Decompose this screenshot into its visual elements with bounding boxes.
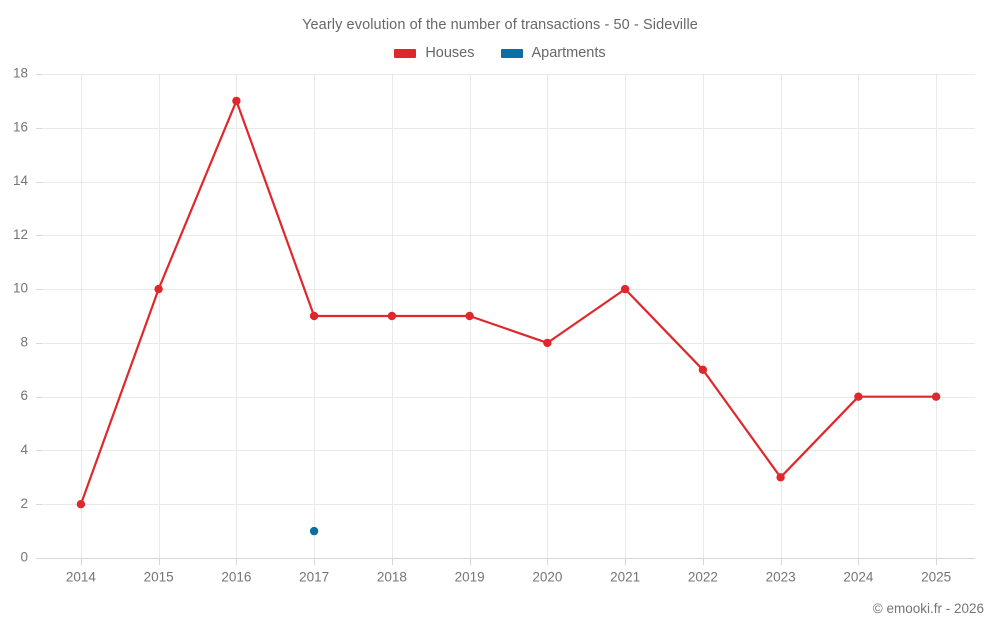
data-point-houses-2022[interactable] xyxy=(698,365,708,374)
series-lines xyxy=(79,99,938,506)
legend-label-apartments: Apartments xyxy=(531,45,606,61)
data-point-houses-2020[interactable] xyxy=(543,338,552,348)
data-point-houses-2023[interactable] xyxy=(776,473,785,482)
data-point-houses-2015[interactable] xyxy=(154,284,163,294)
y-axis-tick-label: 14 xyxy=(13,173,29,188)
legend-swatch-apartments xyxy=(500,48,523,58)
gridlines xyxy=(36,74,975,565)
x-axis-tick-label: 2019 xyxy=(455,570,485,585)
x-axis-tick-label: 2015 xyxy=(144,570,174,585)
x-axis-tick-label: 2021 xyxy=(610,570,640,585)
legend-item-apartments[interactable]: Apartments xyxy=(500,45,606,61)
y-axis-tick-label: 0 xyxy=(20,550,28,565)
data-point-houses-2025[interactable] xyxy=(931,392,941,401)
data-point-houses-2024[interactable] xyxy=(854,392,863,401)
data-point-houses-2014[interactable] xyxy=(76,500,86,509)
legend-swatch-houses xyxy=(394,48,417,58)
data-point-houses-2017[interactable] xyxy=(309,311,319,321)
series-data-points xyxy=(76,96,941,536)
x-axis-tick-label: 2020 xyxy=(532,570,562,585)
x-axis-tick-label: 2016 xyxy=(221,570,251,585)
data-point-apartments-2017[interactable] xyxy=(309,526,319,536)
legend-item-houses[interactable]: Houses xyxy=(394,45,475,61)
y-axis-tick-label: 18 xyxy=(13,66,28,81)
chart-title: Yearly evolution of the number of transa… xyxy=(302,17,698,33)
data-point-houses-2021[interactable] xyxy=(620,284,630,294)
y-axis-tick-label: 12 xyxy=(13,227,28,242)
y-axis-tick-label: 4 xyxy=(20,442,28,457)
y-axis-tick-label: 8 xyxy=(20,334,28,349)
x-axis-tick-label: 2023 xyxy=(766,570,796,585)
series-line-houses xyxy=(79,99,938,506)
x-axis-tick-label: 2022 xyxy=(688,570,718,585)
y-axis-tick-label: 2 xyxy=(20,496,28,511)
data-point-houses-2016[interactable] xyxy=(232,96,241,106)
x-axis-tick-labels: 2014 2015 2016 2017 2018 2019 2020 2021 2022 2023… xyxy=(66,570,951,585)
y-axis-tick-label: 16 xyxy=(13,119,28,134)
legend-label-houses: Houses xyxy=(425,45,475,61)
x-axis-tick-label: 2017 xyxy=(299,570,329,585)
data-point-houses-2019[interactable] xyxy=(465,311,474,321)
y-axis-tick-label: 6 xyxy=(20,388,28,403)
x-axis-tick-label: 2024 xyxy=(843,570,874,585)
chart-legend: Houses Apartments xyxy=(0,45,1000,61)
y-axis-tick-label: 10 xyxy=(13,281,28,296)
x-axis-tick-label: 2014 xyxy=(66,570,97,585)
copyright-footer: © emooki.fr - 2026 xyxy=(872,601,984,616)
data-point-houses-2018[interactable] xyxy=(387,311,397,321)
y-axis-tick-labels: 0 2 4 6 8 10 12 14 16 18 xyxy=(13,66,29,565)
x-axis-tick-label: 2025 xyxy=(921,570,951,585)
x-axis-tick-label: 2018 xyxy=(377,570,407,585)
